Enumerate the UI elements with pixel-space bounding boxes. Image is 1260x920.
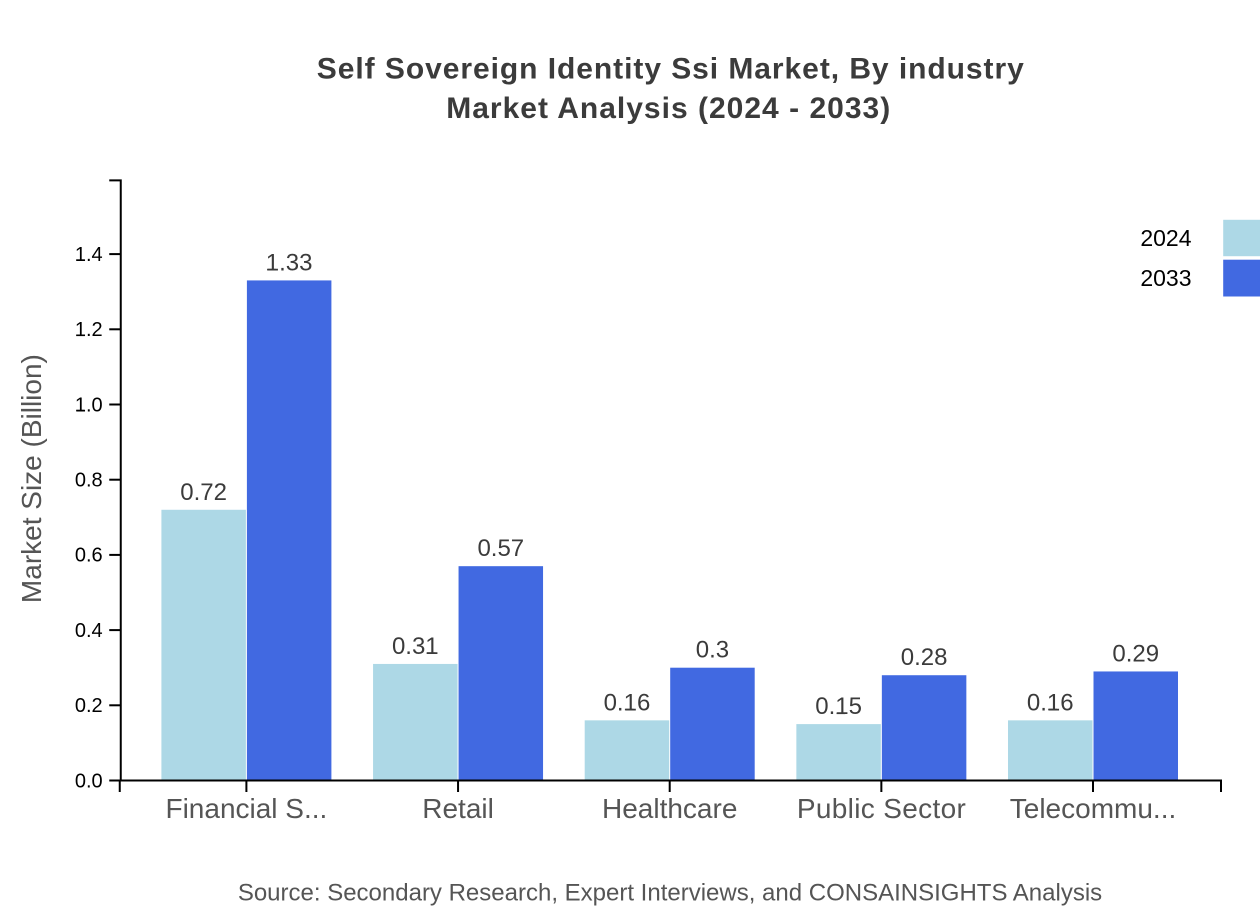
svg-text:Market Size (Billion): Market Size (Billion) [16,354,47,603]
svg-text:1.33: 1.33 [266,249,313,276]
svg-text:Market Analysis (2024 - 2033): Market Analysis (2024 - 2033) [446,92,890,125]
svg-text:Healthcare: Healthcare [602,793,737,824]
svg-text:Financial S...: Financial S... [165,793,327,824]
svg-text:Source: Secondary Research, Ex: Source: Secondary Research, Expert Inter… [238,879,1102,906]
svg-text:0.72: 0.72 [180,479,227,506]
svg-text:0.29: 0.29 [1112,640,1159,667]
svg-text:1.2: 1.2 [75,319,103,341]
svg-text:Telecommu...: Telecommu... [1010,793,1177,824]
svg-text:2024: 2024 [1140,225,1191,251]
svg-text:0.6: 0.6 [75,545,103,567]
svg-text:0.8: 0.8 [75,470,103,492]
svg-text:1.4: 1.4 [75,244,103,266]
svg-text:0.2: 0.2 [75,695,103,717]
svg-text:0.16: 0.16 [604,689,651,716]
svg-text:Public Sector: Public Sector [797,793,966,824]
svg-text:1.0: 1.0 [75,394,103,416]
svg-text:Retail: Retail [422,793,494,824]
svg-text:0.16: 0.16 [1027,689,1074,716]
svg-text:0.4: 0.4 [75,620,103,642]
svg-text:0.3: 0.3 [696,637,729,664]
svg-text:0.57: 0.57 [477,535,524,562]
svg-text:0.15: 0.15 [815,693,862,720]
svg-text:0.28: 0.28 [901,644,948,671]
svg-text:2033: 2033 [1140,265,1191,291]
svg-text:Self Sovereign Identity Ssi Ma: Self Sovereign Identity Ssi Market, By i… [317,53,1024,86]
svg-text:0.31: 0.31 [392,633,439,660]
svg-text:0.0: 0.0 [75,770,103,792]
